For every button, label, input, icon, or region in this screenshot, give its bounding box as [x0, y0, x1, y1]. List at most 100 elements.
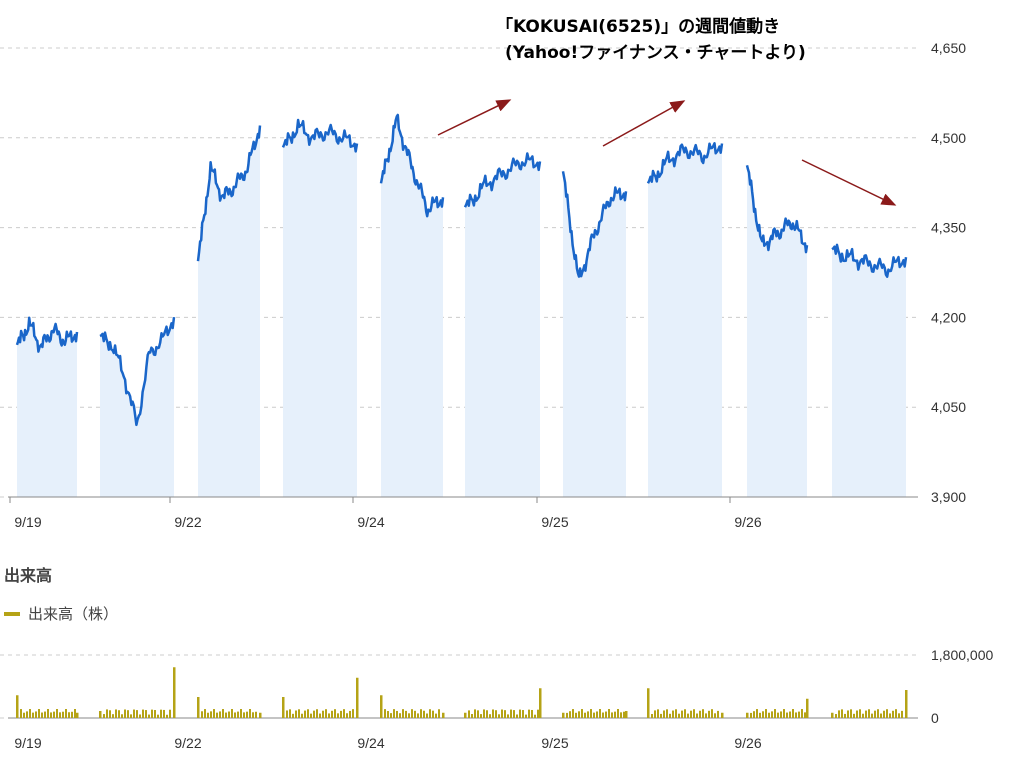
volume-bar	[483, 709, 485, 718]
volume-bar	[844, 713, 846, 718]
volume-bar	[681, 710, 683, 718]
volume-bar	[331, 710, 333, 718]
volume-bar	[340, 710, 342, 718]
volume-bar	[337, 713, 339, 718]
volume-bar	[762, 711, 764, 718]
price-y-tick-label: 4,200	[931, 309, 966, 325]
volume-bar	[663, 710, 665, 718]
volume-bar	[304, 710, 306, 718]
volume-bar	[384, 709, 386, 718]
volume-bar	[310, 713, 312, 718]
trend-arrow-icon	[801, 159, 897, 206]
volume-bar	[301, 713, 303, 718]
volume-bar	[531, 709, 533, 718]
volume-bar	[414, 710, 416, 718]
price-y-tick-label: 3,900	[931, 489, 966, 505]
volume-bar	[420, 709, 422, 718]
trend-arrow-icon	[437, 99, 512, 136]
volume-bar	[566, 712, 568, 718]
volume-bar	[765, 709, 767, 718]
volume-bar	[316, 709, 318, 718]
volume-bar	[537, 709, 539, 718]
volume-bar	[853, 713, 855, 718]
volume-bar	[32, 712, 34, 718]
volume-bar	[611, 712, 613, 718]
volume-bar	[756, 709, 758, 718]
volume-bar	[783, 709, 785, 718]
volume-bar	[753, 711, 755, 718]
volume-bar	[593, 712, 595, 718]
volume-bar	[154, 709, 156, 718]
volume-bar	[539, 688, 542, 718]
volume-bar	[519, 709, 521, 718]
volume-bar	[880, 713, 882, 718]
volume-bar	[602, 712, 604, 718]
volume-bar	[35, 711, 37, 718]
volume-bar	[225, 712, 227, 718]
volume-bar	[806, 698, 809, 718]
volume-bar	[868, 709, 870, 718]
volume-bar	[746, 712, 749, 718]
volume-bar	[136, 710, 138, 718]
volume-x-tick-label: 9/26	[734, 735, 761, 751]
volume-bar	[795, 712, 797, 718]
volume-bar	[759, 712, 761, 718]
volume-bar	[498, 714, 500, 718]
volume-bar	[477, 710, 479, 718]
volume-bar	[74, 709, 76, 718]
price-area-session	[381, 115, 443, 497]
volume-bar	[62, 711, 64, 718]
volume-bar	[675, 709, 677, 718]
volume-bar	[231, 709, 233, 718]
volume-bar	[562, 712, 565, 718]
price-area-session	[100, 317, 174, 497]
price-area-session	[465, 153, 540, 497]
volume-bar	[474, 709, 476, 718]
volume-bar	[234, 712, 236, 718]
price-line-session	[15, 316, 79, 353]
volume-bar	[130, 714, 132, 718]
volume-panel-title: 出来高	[4, 566, 53, 585]
volume-bar	[228, 711, 230, 718]
volume-bar	[204, 709, 206, 718]
volume-bar	[501, 709, 503, 718]
volume-bar	[216, 712, 218, 718]
price-line-session	[561, 171, 628, 278]
volume-bar	[522, 710, 524, 718]
volume-bar	[325, 709, 327, 718]
volume-bar	[678, 713, 680, 718]
volume-bar	[669, 713, 671, 718]
volume-bar	[387, 711, 389, 718]
price-area-session	[747, 165, 807, 498]
volume-bar	[139, 714, 141, 718]
volume-bar	[356, 677, 359, 718]
price-area-session	[563, 171, 626, 498]
volume-bar	[696, 713, 698, 718]
volume-bar	[690, 710, 692, 718]
volume-bar	[684, 709, 686, 718]
volume-bar	[56, 709, 58, 718]
volume-bar	[850, 709, 852, 718]
volume-bar	[65, 709, 67, 718]
volume-bar	[647, 688, 650, 718]
chart-title-line1: 「KOKUSAI(6525)」の週間値動き	[496, 17, 781, 37]
price-line-session	[646, 142, 724, 184]
price-y-tick-label: 4,500	[931, 130, 966, 146]
price-line-session	[99, 316, 176, 427]
volume-bar	[44, 711, 46, 718]
volume-bar	[151, 709, 153, 718]
price-x-tick-label: 9/19	[14, 514, 41, 530]
volume-bar	[581, 709, 583, 718]
volume-bar	[352, 709, 354, 718]
volume-bar	[237, 711, 239, 718]
volume-bar	[711, 709, 713, 718]
volume-bar	[148, 714, 150, 718]
volume-bar	[774, 709, 776, 718]
volume-bar	[23, 712, 25, 718]
volume-bar	[516, 714, 518, 718]
price-area-session	[283, 120, 357, 497]
chart-title-line2: (Yahoo!ファイナンス・チャートより)	[505, 43, 806, 63]
volume-legend: 出来高（株）	[4, 603, 118, 624]
volume-bar	[862, 713, 864, 718]
volume-y-tick-label: 0	[931, 710, 939, 726]
